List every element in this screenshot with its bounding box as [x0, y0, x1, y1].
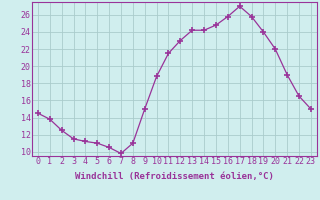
X-axis label: Windchill (Refroidissement éolien,°C): Windchill (Refroidissement éolien,°C)	[75, 172, 274, 181]
